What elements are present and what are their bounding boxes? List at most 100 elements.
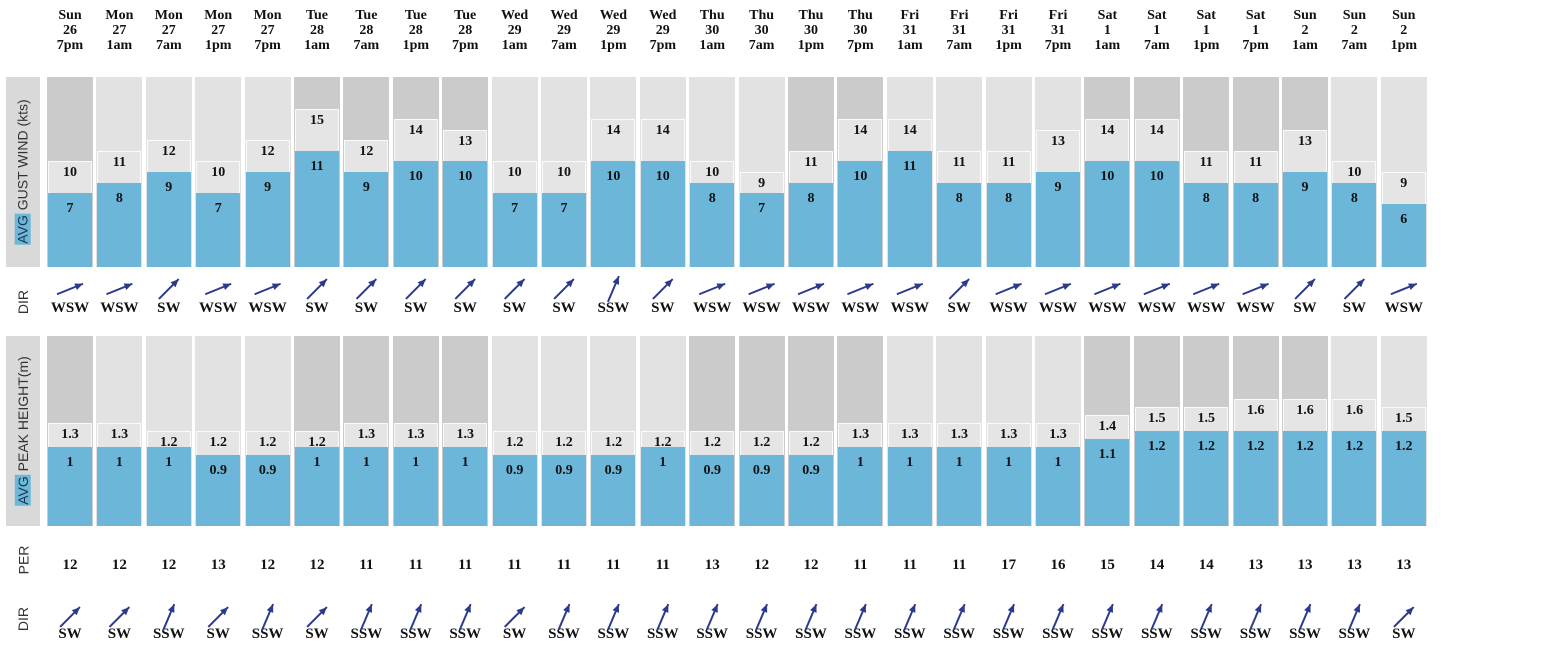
period-value: 11 <box>606 557 621 573</box>
avg-value-label: 9 <box>1054 180 1062 195</box>
gust-value-label: 14 <box>655 123 670 139</box>
time-header-date: 29 <box>557 23 571 38</box>
direction-arrow <box>360 603 373 631</box>
gust-value-label: 11 <box>1001 154 1016 170</box>
direction-arrow <box>204 282 232 296</box>
avg-bar <box>1233 182 1278 267</box>
time-header-time: 7am <box>946 38 973 53</box>
time-header-time: 7am <box>353 38 380 53</box>
time-header-time: 7am <box>155 38 182 53</box>
time-header: Thu 30 7am <box>739 8 785 53</box>
direction-arrow <box>207 606 229 628</box>
gust-value-label: 1.2 <box>752 435 771 450</box>
avg-value-label: 8 <box>1202 190 1210 206</box>
direction-label: WSW <box>50 300 90 316</box>
avg-bar <box>1283 172 1327 267</box>
gust-value-label: 14 <box>1149 123 1164 139</box>
time-header-day: Fri <box>1048 8 1068 23</box>
direction-arrow <box>755 603 768 631</box>
gust-value-label: 10 <box>211 165 226 181</box>
avg-value-label: 8 <box>708 190 716 206</box>
direction-arrow <box>306 606 328 628</box>
period-value: 12 <box>309 557 325 573</box>
gust-value-label: 11 <box>1248 154 1263 170</box>
avg-value-label: 9 <box>1301 180 1309 195</box>
avg-value-label: 8 <box>1350 190 1358 206</box>
time-header: Mon 27 1am <box>96 8 142 53</box>
time-header-date: 27 <box>211 23 226 38</box>
avg-value-label: 1.2 <box>1148 439 1166 454</box>
period-value: 12 <box>62 557 78 573</box>
period-value: 12 <box>260 557 276 573</box>
avg-bar <box>1085 161 1130 267</box>
gust-value-label: 10 <box>63 165 77 181</box>
gust-value-label: 11 <box>112 154 126 170</box>
time-header-date: 2 <box>1301 23 1309 38</box>
time-header-time: 7am <box>1341 38 1368 53</box>
time-header: Fri 31 1pm <box>986 8 1032 53</box>
time-header-time: 7pm <box>649 38 677 53</box>
gust-value-label: 1.2 <box>209 435 227 450</box>
gust-value-label: 1.3 <box>901 427 919 443</box>
gust-value-label: 13 <box>1298 133 1312 149</box>
time-header-date: 30 <box>705 23 720 38</box>
avg-value-label: 1 <box>165 454 173 470</box>
time-header: Thu 30 7pm <box>837 8 883 53</box>
direction-label: WSW <box>100 300 139 316</box>
avg-bar <box>1085 438 1130 526</box>
direction-arrow <box>748 282 775 296</box>
direction-label: SW <box>58 626 82 642</box>
time-header: Sat 1 1pm <box>1183 8 1229 53</box>
time-header: Tue 28 7am <box>343 8 389 53</box>
time-header: Mon 27 7am <box>146 8 192 53</box>
time-header-date: 1 <box>1202 23 1210 38</box>
gust-value-label: 1.2 <box>505 435 524 450</box>
time-header: Sun 2 7am <box>1331 8 1377 53</box>
gust-value-label: 11 <box>952 154 966 170</box>
time-header-date: 30 <box>804 23 818 38</box>
avg-value-label: 0.9 <box>604 462 623 478</box>
avg-value-label: 7 <box>758 201 766 217</box>
avg-bar <box>295 446 339 526</box>
time-header-date: 31 <box>1001 23 1016 38</box>
avg-bar <box>591 454 636 526</box>
time-header-time: 7am <box>551 38 577 53</box>
gust-value-label: 11 <box>804 154 818 170</box>
period-value: 11 <box>902 557 917 573</box>
avg-bar <box>739 193 784 267</box>
gust-value-label: 1.3 <box>851 427 870 443</box>
time-header-time: 1pm <box>600 38 627 53</box>
time-header-date: 2 <box>1400 23 1408 38</box>
avg-value-label: 0.9 <box>703 462 721 478</box>
avg-value-label: 8 <box>115 190 123 206</box>
gust-value-label: 1.6 <box>1345 403 1364 419</box>
time-header: Wed 29 7am <box>541 8 587 53</box>
time-header-day: Sat <box>1245 8 1266 23</box>
time-header-time: 1am <box>501 38 528 53</box>
direction-arrow <box>1390 282 1418 296</box>
avg-value-label: 11 <box>310 158 324 174</box>
avg-value-label: 1.2 <box>1246 439 1265 454</box>
time-header: Fri 31 7am <box>936 8 982 53</box>
avg-value-label: 1.1 <box>1098 446 1117 462</box>
avg-value-label: 1 <box>1005 454 1013 470</box>
gust-value-label: 1.3 <box>110 427 129 443</box>
time-header-day: Mon <box>253 8 282 23</box>
time-header-date: 1 <box>1252 23 1260 38</box>
direction-label: SSW <box>152 626 185 642</box>
avg-bar <box>690 182 735 267</box>
direction-label: SSW <box>1190 626 1223 642</box>
gust-value-label: 1.2 <box>802 435 820 450</box>
avg-value-label: 9 <box>264 180 272 195</box>
avg-value-label: 8 <box>1005 190 1013 206</box>
gust-value-label: 1.3 <box>407 427 425 443</box>
direction-label: SSW <box>992 626 1025 642</box>
time-header-date: 29 <box>606 23 621 38</box>
time-header-date: 27 <box>161 23 176 38</box>
avg-bar <box>443 446 488 526</box>
time-header-time: 1pm <box>797 38 825 53</box>
direction-label: SW <box>206 626 230 642</box>
gust-value-label: 1.2 <box>258 435 277 450</box>
avg-value-label: 7 <box>66 201 74 217</box>
time-header-time: 7pm <box>254 38 281 53</box>
